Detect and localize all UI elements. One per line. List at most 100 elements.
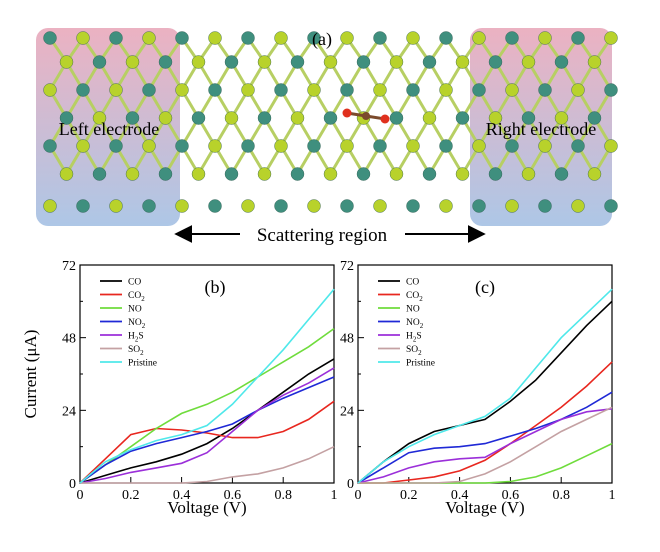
series-line-so2 <box>358 406 613 484</box>
x-tick-label: 0.4 <box>451 488 469 503</box>
lattice-atom <box>340 83 354 97</box>
lattice-atom <box>554 111 569 125</box>
x-tick-label: 0.6 <box>224 488 242 503</box>
lattice-atom <box>224 55 239 69</box>
lattice-atom <box>488 167 503 181</box>
lattice-atom <box>43 199 57 213</box>
lattice-atom <box>571 31 585 45</box>
lattice-atom <box>142 31 156 45</box>
lattice-atom <box>505 139 519 153</box>
lattice-atom <box>241 31 255 45</box>
series-line-co <box>79 358 335 484</box>
lattice-atom <box>307 139 321 153</box>
series-line-pristine <box>357 288 613 484</box>
lattice-atom <box>587 111 602 125</box>
x-tick-label: 0.8 <box>274 488 292 503</box>
lattice-atom <box>92 111 107 125</box>
lattice-atom <box>76 139 90 153</box>
lattice-atom <box>538 31 552 45</box>
lattice-atom <box>340 31 354 45</box>
series-line-no <box>79 327 335 484</box>
lattice-atom <box>59 167 74 181</box>
x-tick-label: 0.4 <box>173 488 191 503</box>
lattice-atom <box>323 111 338 125</box>
x-tick-label: 0.6 <box>502 488 520 503</box>
lattice-atom <box>521 55 536 69</box>
lattice-atom <box>356 55 371 69</box>
lattice-atom <box>59 111 74 125</box>
lattice-atom <box>389 55 404 69</box>
lattice-atom <box>274 83 288 97</box>
chart-b-ticks: 0 0.2 0.4 0.6 0.8 1 0 24 48 72 <box>62 259 338 503</box>
lattice-atom <box>439 31 453 45</box>
lattice-atom <box>538 139 552 153</box>
lattice-atom <box>307 31 321 45</box>
chart-b-frame <box>79 264 335 484</box>
lattice-atom <box>356 167 371 181</box>
lattice-atom <box>109 31 123 45</box>
y-tick-label: 0 <box>347 477 354 492</box>
lattice-atom <box>538 83 552 97</box>
lattice-atom <box>125 167 140 181</box>
lattice-atom <box>472 83 486 97</box>
lattice-atom <box>422 111 437 125</box>
chart-c-ticks: 0 0.2 0.4 0.6 0.8 1 0 24 48 72 <box>340 259 616 503</box>
lattice-atom <box>142 199 156 213</box>
atomic-lattice <box>43 31 618 213</box>
lattice-atom <box>241 83 255 97</box>
y-tick-label: 0 <box>69 477 76 492</box>
lattice-atom <box>340 139 354 153</box>
lattice-atom <box>109 83 123 97</box>
legend-label: CO <box>128 278 141 288</box>
lattice-atom <box>406 83 420 97</box>
legend-label: SO2 <box>128 345 144 357</box>
lattice-atom <box>472 139 486 153</box>
oxygen-atom <box>342 108 352 118</box>
lattice-atom <box>290 111 305 125</box>
y-tick-label: 48 <box>62 332 76 347</box>
lattice-atom <box>505 199 519 213</box>
lattice-atom <box>554 55 569 69</box>
x-tick-label: 0.2 <box>122 488 140 503</box>
lattice-atom <box>224 167 239 181</box>
legend-label: NO <box>406 305 420 315</box>
lattice-atom <box>109 199 123 213</box>
lattice-atom <box>439 199 453 213</box>
lattice-atom <box>158 111 173 125</box>
lattice-atom <box>488 111 503 125</box>
carbon-atom <box>362 112 370 120</box>
series-line-no <box>358 442 613 484</box>
lattice-atom <box>422 167 437 181</box>
lattice-atom <box>92 167 107 181</box>
chart-c-series <box>357 288 613 484</box>
x-tick-label: 0 <box>77 488 84 503</box>
lattice-atom <box>274 139 288 153</box>
series-line-so2 <box>80 445 335 484</box>
lattice-atom <box>241 199 255 213</box>
x-tick-label: 0.8 <box>552 488 570 503</box>
y-tick-label: 24 <box>62 404 76 419</box>
lattice-atom <box>406 31 420 45</box>
series-line-h2s <box>357 408 613 484</box>
lattice-atom <box>142 139 156 153</box>
lattice-atom <box>587 55 602 69</box>
lattice-atom <box>571 199 585 213</box>
lattice-atom <box>521 111 536 125</box>
lattice-atom <box>455 167 470 181</box>
lattice-atom <box>208 31 222 45</box>
legend-label: CO2 <box>128 291 145 303</box>
chart-b-xlabel: Voltage (V) <box>167 498 246 517</box>
lattice-atom <box>373 199 387 213</box>
lattice-atom <box>472 199 486 213</box>
lattice-atom <box>175 199 189 213</box>
panel-a-label: (a) <box>312 29 332 50</box>
left-electrode-label: Left electrode <box>59 119 159 139</box>
chart-c-xlabel: Voltage (V) <box>445 498 524 517</box>
legend-label: Pristine <box>128 359 157 369</box>
lattice-atom <box>257 55 272 69</box>
lattice-atom <box>274 31 288 45</box>
x-tick-label: 1 <box>331 488 338 503</box>
lattice-atom <box>290 55 305 69</box>
